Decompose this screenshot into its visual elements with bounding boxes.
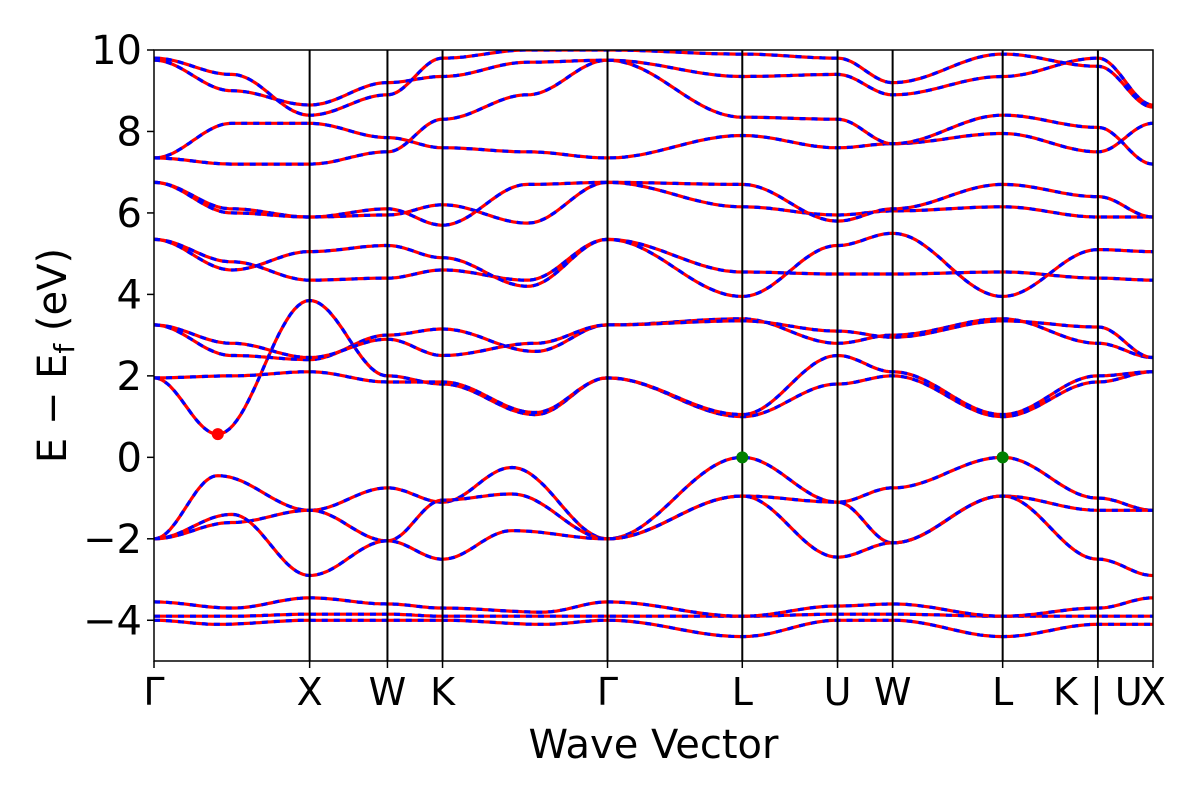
x-tick-label: L <box>992 670 1013 714</box>
y-tick-label: 8 <box>117 109 142 155</box>
x-tick-label: Γ <box>143 670 164 714</box>
y-axis-label: E − Ef (eV) <box>30 248 81 463</box>
extremum-marker <box>996 451 1009 464</box>
plot-frame <box>153 49 1154 662</box>
y-tick-label: 2 <box>117 354 142 400</box>
y-axis-label-subscript: f <box>48 343 81 354</box>
extrema-markers <box>211 428 1009 464</box>
y-axis-label-unit: (eV) <box>30 248 76 344</box>
x-tick-label: Γ <box>597 670 618 714</box>
extremum-marker <box>211 428 224 441</box>
extremum-marker <box>736 451 749 464</box>
x-axis-label: Wave Vector <box>529 722 780 768</box>
high-symmetry-lines <box>308 50 1099 661</box>
y-tick-label: −2 <box>83 517 142 563</box>
y-axis-label-main: E − E <box>30 354 76 464</box>
x-tick-label: X <box>297 670 323 714</box>
x-tick-label: X <box>1140 670 1166 714</box>
x-tick-label: W <box>874 670 912 714</box>
y-tick-label: 4 <box>117 272 142 318</box>
x-tick-label: K | U <box>1053 670 1143 715</box>
y-tick-label: 6 <box>117 191 142 237</box>
y-tick-label: 10 <box>91 28 142 74</box>
y-tick-label: −4 <box>83 598 142 644</box>
x-tick-label: W <box>369 670 407 714</box>
x-tick-label: U <box>824 670 852 714</box>
y-tick-label: 0 <box>117 435 142 481</box>
y-axis-ticks: −4 −2 0 2 4 6 8 10 <box>83 28 154 644</box>
x-tick-label: L <box>732 670 753 714</box>
x-tick-label: K <box>430 670 456 714</box>
